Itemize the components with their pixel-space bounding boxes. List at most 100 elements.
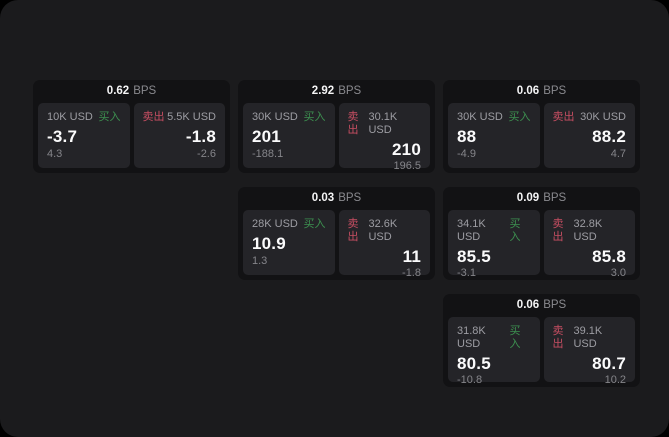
buy-price: 80.5 bbox=[457, 354, 491, 373]
sell-size: 30K USD bbox=[580, 111, 626, 123]
buy-side-label: 买入 bbox=[509, 325, 521, 350]
bps-unit-label: BPS bbox=[543, 299, 567, 311]
sell-panel-top-row: 卖出 39.1K USD bbox=[553, 325, 627, 351]
sell-panel[interactable]: 卖出 32.8K USD 85.8 3.0 bbox=[543, 210, 635, 279]
sell-side-label: 卖出 bbox=[552, 111, 575, 123]
quote-card: 0.06 BPS 31.8K USD 买入 80.5 -10.8 卖出 39.1… bbox=[443, 294, 640, 387]
quote-panels: 30K USD 买入 88 -4.9 卖出 30K USD 88.2 4.7 bbox=[448, 103, 635, 168]
sell-price: -1.8 bbox=[185, 127, 216, 146]
sell-side-label: 卖出 bbox=[142, 111, 165, 123]
buy-side-label: 买入 bbox=[508, 111, 531, 123]
sell-size: 5.5K USD bbox=[167, 111, 216, 123]
buy-price: 88 bbox=[457, 127, 477, 146]
bps-value: 2.92 bbox=[311, 85, 335, 97]
sell-panel-top-row: 卖出 5.5K USD bbox=[143, 111, 217, 124]
sell-price: 80.7 bbox=[592, 354, 626, 373]
sell-delta: 3.0 bbox=[610, 267, 626, 279]
sell-side-label: 卖出 bbox=[552, 218, 564, 243]
sell-panel-top-row: 卖出 30.1K USD bbox=[348, 111, 422, 137]
bps-value: 0.09 bbox=[516, 192, 540, 204]
buy-panel-top-row: 30K USD 买入 bbox=[457, 111, 531, 124]
sell-delta: 10.2 bbox=[604, 374, 626, 386]
card-header: 0.06 BPS bbox=[448, 294, 635, 317]
buy-size: 28K USD bbox=[252, 218, 298, 230]
quote-panels: 31.8K USD 买入 80.5 -10.8 卖出 39.1K USD 80.… bbox=[448, 317, 635, 386]
bps-value: 0.06 bbox=[516, 299, 540, 311]
bps-unit-label: BPS bbox=[338, 192, 362, 204]
buy-delta: -188.1 bbox=[252, 148, 284, 160]
buy-price: -3.7 bbox=[47, 127, 78, 146]
quote-card: 2.92 BPS 30K USD 买入 201 -188.1 卖出 30.1K … bbox=[238, 80, 435, 173]
quote-panels: 30K USD 买入 201 -188.1 卖出 30.1K USD 210 1… bbox=[243, 103, 430, 172]
bps-unit-label: BPS bbox=[338, 85, 362, 97]
sell-size: 30.1K USD bbox=[368, 111, 398, 136]
quote-card: 0.62 BPS 10K USD 买入 -3.7 4.3 卖出 5.5K USD bbox=[33, 80, 230, 173]
bps-unit-label: BPS bbox=[543, 85, 567, 97]
quote-card-grid: 0.62 BPS 10K USD 买入 -3.7 4.3 卖出 5.5K USD bbox=[33, 80, 640, 387]
sell-size: 32.8K USD bbox=[573, 218, 603, 243]
buy-side-label: 买入 bbox=[509, 218, 521, 243]
buy-panel-top-row: 28K USD 买入 bbox=[252, 218, 326, 231]
sell-price: 210 bbox=[392, 140, 421, 159]
sell-size: 32.6K USD bbox=[368, 218, 398, 243]
quote-panels: 10K USD 买入 -3.7 4.3 卖出 5.5K USD -1.8 -2.… bbox=[38, 103, 225, 168]
card-header: 2.92 BPS bbox=[243, 80, 430, 103]
buy-size: 34.1K USD bbox=[457, 218, 486, 243]
sell-side-label: 卖出 bbox=[347, 111, 359, 136]
buy-panel-top-row: 34.1K USD 买入 bbox=[457, 218, 531, 244]
buy-delta: 1.3 bbox=[252, 255, 268, 267]
buy-panel[interactable]: 10K USD 买入 -3.7 4.3 bbox=[38, 103, 130, 168]
sell-delta: -1.8 bbox=[402, 267, 421, 279]
sell-price: 11 bbox=[402, 247, 421, 266]
buy-panel-top-row: 30K USD 买入 bbox=[252, 111, 326, 124]
sell-panel-top-row: 卖出 30K USD bbox=[553, 111, 627, 124]
sell-price: 85.8 bbox=[592, 247, 626, 266]
sell-panel[interactable]: 卖出 39.1K USD 80.7 10.2 bbox=[543, 317, 635, 386]
buy-price: 85.5 bbox=[457, 247, 491, 266]
quote-panels: 34.1K USD 买入 85.5 -3.1 卖出 32.8K USD 85.8… bbox=[448, 210, 635, 279]
card-header: 0.62 BPS bbox=[38, 80, 225, 103]
buy-delta: -10.8 bbox=[457, 374, 483, 386]
bps-value: 0.62 bbox=[106, 85, 130, 97]
sell-panel-top-row: 卖出 32.6K USD bbox=[348, 218, 422, 244]
buy-panel-top-row: 31.8K USD 买入 bbox=[457, 325, 531, 351]
buy-delta: -3.1 bbox=[457, 267, 476, 279]
buy-delta: 4.3 bbox=[47, 148, 63, 160]
buy-panel[interactable]: 34.1K USD 买入 85.5 -3.1 bbox=[448, 210, 540, 279]
bps-unit-label: BPS bbox=[133, 85, 157, 97]
sell-side-label: 卖出 bbox=[347, 218, 359, 243]
quote-card: 0.06 BPS 30K USD 买入 88 -4.9 卖出 30K USD bbox=[443, 80, 640, 173]
buy-panel[interactable]: 28K USD 买入 10.9 1.3 bbox=[243, 210, 335, 275]
buy-panel[interactable]: 30K USD 买入 88 -4.9 bbox=[448, 103, 540, 168]
sell-price: 88.2 bbox=[592, 127, 626, 146]
buy-panel[interactable]: 31.8K USD 买入 80.5 -10.8 bbox=[448, 317, 540, 386]
sell-side-label: 卖出 bbox=[552, 325, 564, 350]
buy-panel[interactable]: 30K USD 买入 201 -188.1 bbox=[243, 103, 335, 168]
sell-panel-top-row: 卖出 32.8K USD bbox=[553, 218, 627, 244]
bps-value: 0.03 bbox=[311, 192, 335, 204]
buy-panel-top-row: 10K USD 买入 bbox=[47, 111, 121, 124]
buy-price: 10.9 bbox=[252, 234, 286, 253]
sell-delta: 4.7 bbox=[610, 148, 626, 160]
buy-size: 30K USD bbox=[457, 111, 503, 123]
quote-card: 0.09 BPS 34.1K USD 买入 85.5 -3.1 卖出 32.8K… bbox=[443, 187, 640, 280]
buy-delta: -4.9 bbox=[457, 148, 476, 160]
buy-side-label: 买入 bbox=[303, 111, 326, 123]
quote-panels: 28K USD 买入 10.9 1.3 卖出 32.6K USD 11 -1.8 bbox=[243, 210, 430, 279]
sell-delta: 196.5 bbox=[393, 160, 421, 172]
sell-panel[interactable]: 卖出 30.1K USD 210 196.5 bbox=[338, 103, 430, 172]
card-header: 0.03 BPS bbox=[243, 187, 430, 210]
bps-unit-label: BPS bbox=[543, 192, 567, 204]
card-header: 0.09 BPS bbox=[448, 187, 635, 210]
sell-panel[interactable]: 卖出 32.6K USD 11 -1.8 bbox=[338, 210, 430, 279]
sell-panel[interactable]: 卖出 30K USD 88.2 4.7 bbox=[543, 103, 635, 168]
buy-side-label: 买入 bbox=[98, 111, 121, 123]
buy-size: 31.8K USD bbox=[457, 325, 486, 350]
buy-price: 201 bbox=[252, 127, 281, 146]
sell-delta: -2.6 bbox=[197, 148, 216, 160]
sell-panel[interactable]: 卖出 5.5K USD -1.8 -2.6 bbox=[133, 103, 225, 168]
buy-size: 10K USD bbox=[47, 111, 93, 123]
card-header: 0.06 BPS bbox=[448, 80, 635, 103]
sell-size: 39.1K USD bbox=[573, 325, 603, 350]
